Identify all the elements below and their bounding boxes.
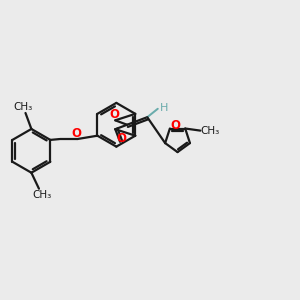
Text: CH₃: CH₃ bbox=[13, 102, 33, 112]
Text: H: H bbox=[160, 103, 168, 112]
Text: O: O bbox=[72, 127, 82, 140]
Text: CH₃: CH₃ bbox=[200, 126, 219, 136]
Text: O: O bbox=[109, 108, 119, 122]
Text: O: O bbox=[116, 131, 126, 145]
Text: O: O bbox=[171, 119, 181, 133]
Text: CH₃: CH₃ bbox=[33, 190, 52, 200]
